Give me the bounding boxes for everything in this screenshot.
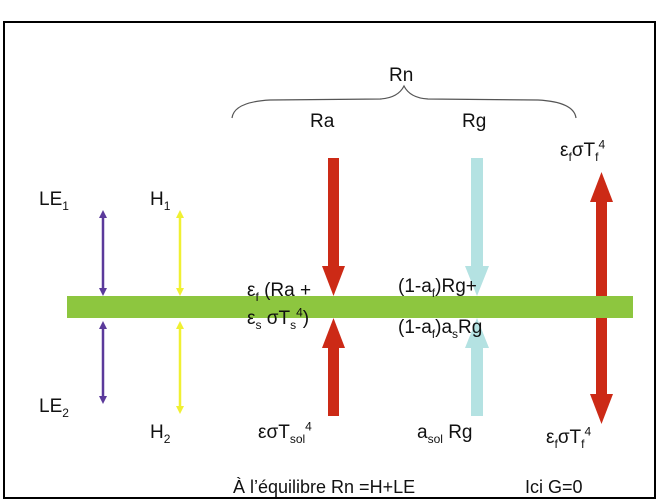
- absorbed-ra-line2: εs σTs4): [247, 305, 310, 332]
- ground-flux-text: Ici G=0: [525, 477, 583, 497]
- le2-label: LE2: [39, 396, 69, 420]
- rg-label: Rg: [462, 111, 487, 132]
- absorbed-rg-line1: (1-af)Rg+: [398, 276, 477, 300]
- equilibrium-text: À l’équilibre Rn =H+LE: [233, 477, 416, 497]
- ra-arrow: [322, 158, 345, 296]
- soil-emission-label: εσTsol4: [258, 419, 312, 446]
- soil-reflection-label: asol Rg: [417, 422, 473, 446]
- rn-brace: [231, 84, 577, 119]
- absorbed-ra-line1: εf (Ra +: [247, 280, 312, 304]
- soil-emission-arrow: [322, 318, 345, 416]
- leaf-emission-down-arrow: [590, 318, 613, 424]
- leaf-layer: [67, 296, 633, 318]
- leaf-emission-down-label: εfσTf4: [546, 424, 592, 451]
- absorbed-rg-line2: (1-af)asRg: [398, 317, 483, 341]
- le1-label: LE1: [39, 189, 69, 213]
- h2-label: H2: [150, 422, 171, 446]
- leaf-emission-up-arrow: [590, 172, 613, 296]
- soil-reflection-arrow: [465, 318, 489, 416]
- h1-label: H1: [150, 189, 171, 213]
- diagram-frame: [3, 21, 656, 499]
- rn-label: Rn: [389, 65, 414, 86]
- ra-label: Ra: [310, 111, 335, 132]
- leaf-emission-up-label: εfσTf4: [560, 137, 606, 164]
- rg-arrow: [465, 158, 489, 296]
